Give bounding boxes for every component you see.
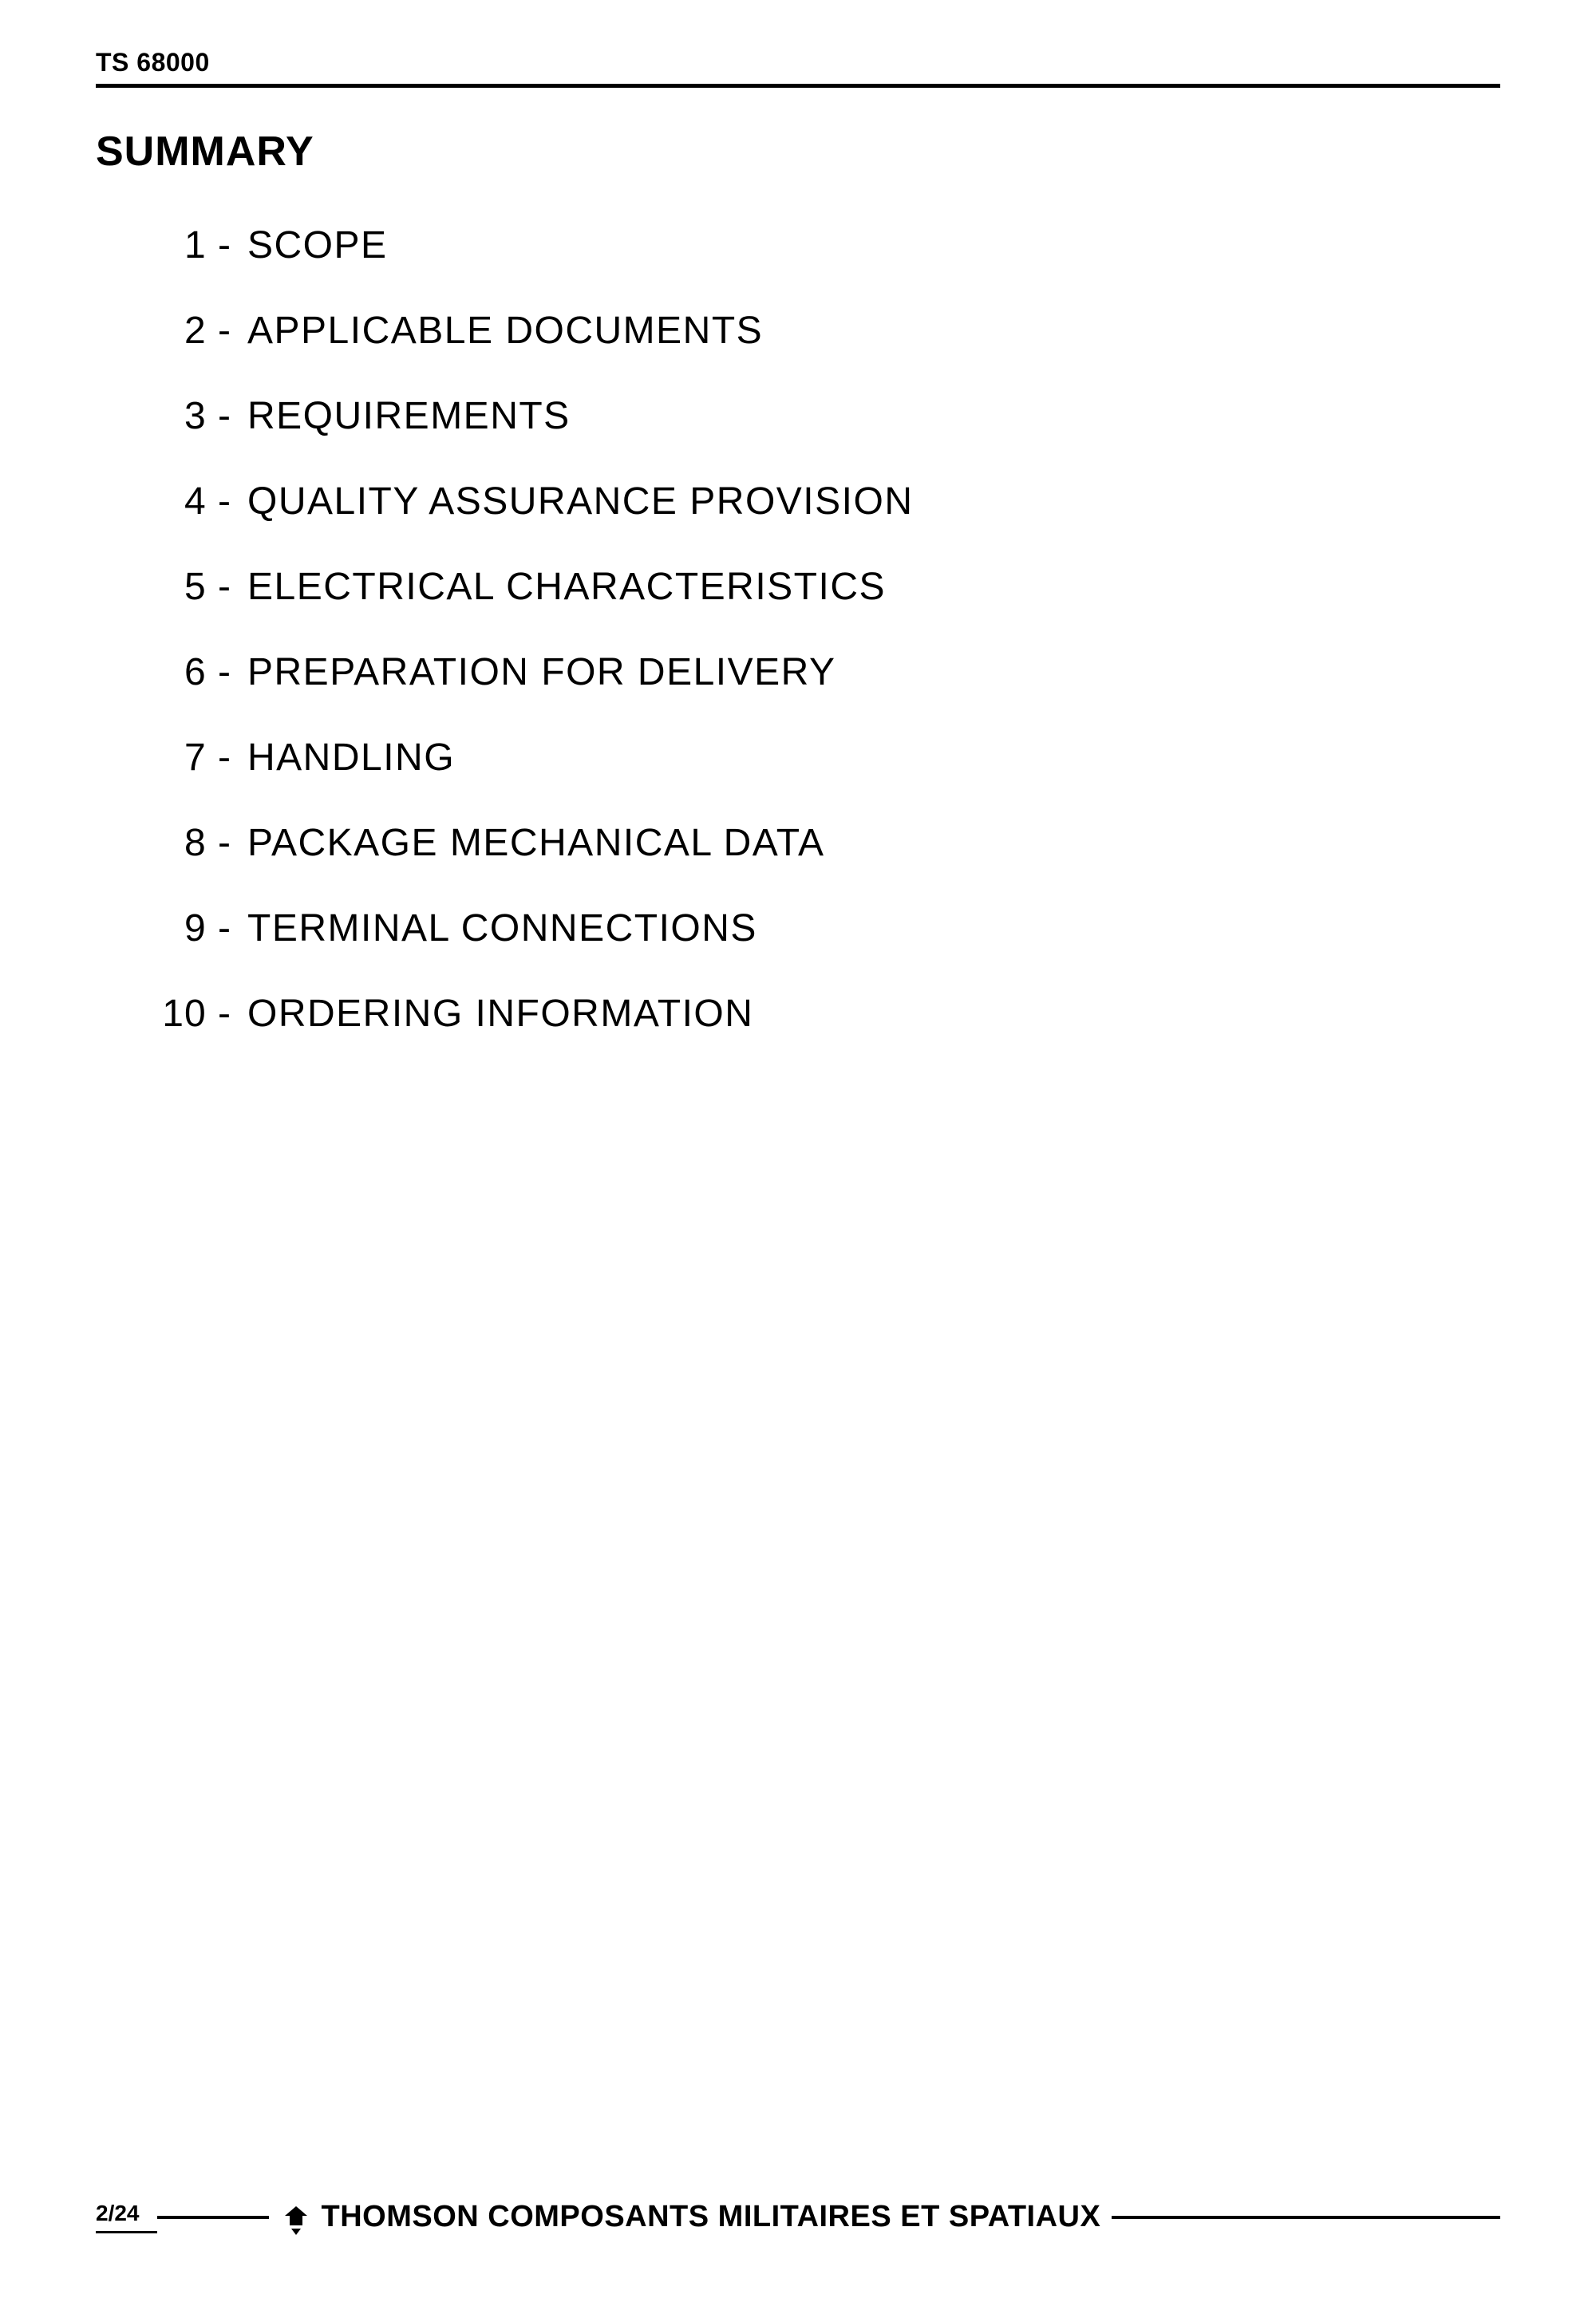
toc-label: APPLICABLE DOCUMENTS	[247, 309, 763, 353]
document-code: TS 68000	[96, 48, 1500, 84]
document-page: TS 68000 SUMMARY 1 - SCOPE 2 - APPLICABL…	[0, 0, 1596, 2298]
header-rule	[96, 84, 1500, 88]
toc-item: 7 - HANDLING	[128, 736, 1500, 780]
toc-number: 4 -	[128, 480, 247, 523]
company-name: THOMSON COMPOSANTS MILITAIRES ET SPATIAU…	[322, 2200, 1101, 2234]
toc-item: 5 - ELECTRICAL CHARACTERISTICS	[128, 565, 1500, 609]
toc-number: 10 -	[128, 992, 247, 1036]
toc-label: SCOPE	[247, 223, 388, 267]
toc-number: 6 -	[128, 650, 247, 694]
footer-rule-right	[1112, 2216, 1500, 2219]
toc-label: ORDERING INFORMATION	[247, 992, 753, 1036]
page-number: 2/24	[96, 2201, 157, 2233]
toc-item: 10 - ORDERING INFORMATION	[128, 992, 1500, 1036]
toc-item: 3 - REQUIREMENTS	[128, 394, 1500, 438]
toc-item: 6 - PREPARATION FOR DELIVERY	[128, 650, 1500, 694]
toc-number: 2 -	[128, 309, 247, 353]
toc-number: 9 -	[128, 906, 247, 950]
toc-label: PACKAGE MECHANICAL DATA	[247, 821, 825, 865]
toc-label: QUALITY ASSURANCE PROVISION	[247, 480, 914, 523]
toc-number: 5 -	[128, 565, 247, 609]
page-footer: 2/24 THOMSON COMPOSANTS MILITAIRES ET SP…	[96, 2200, 1500, 2234]
logo-icon	[280, 2205, 312, 2237]
toc-item: 9 - TERMINAL CONNECTIONS	[128, 906, 1500, 950]
toc-item: 1 - SCOPE	[128, 223, 1500, 267]
company-logo: THOMSON COMPOSANTS MILITAIRES ET SPATIAU…	[269, 2200, 1112, 2234]
toc-label: ELECTRICAL CHARACTERISTICS	[247, 565, 886, 609]
toc-number: 7 -	[128, 736, 247, 780]
table-of-contents: 1 - SCOPE 2 - APPLICABLE DOCUMENTS 3 - R…	[128, 223, 1500, 1036]
toc-item: 8 - PACKAGE MECHANICAL DATA	[128, 821, 1500, 865]
toc-number: 8 -	[128, 821, 247, 865]
toc-label: HANDLING	[247, 736, 455, 780]
summary-title: SUMMARY	[96, 128, 1500, 176]
footer-rule-left	[157, 2216, 269, 2219]
toc-item: 4 - QUALITY ASSURANCE PROVISION	[128, 480, 1500, 523]
toc-number: 1 -	[128, 223, 247, 267]
toc-number: 3 -	[128, 394, 247, 438]
toc-label: PREPARATION FOR DELIVERY	[247, 650, 836, 694]
toc-item: 2 - APPLICABLE DOCUMENTS	[128, 309, 1500, 353]
toc-label: REQUIREMENTS	[247, 394, 571, 438]
toc-label: TERMINAL CONNECTIONS	[247, 906, 757, 950]
